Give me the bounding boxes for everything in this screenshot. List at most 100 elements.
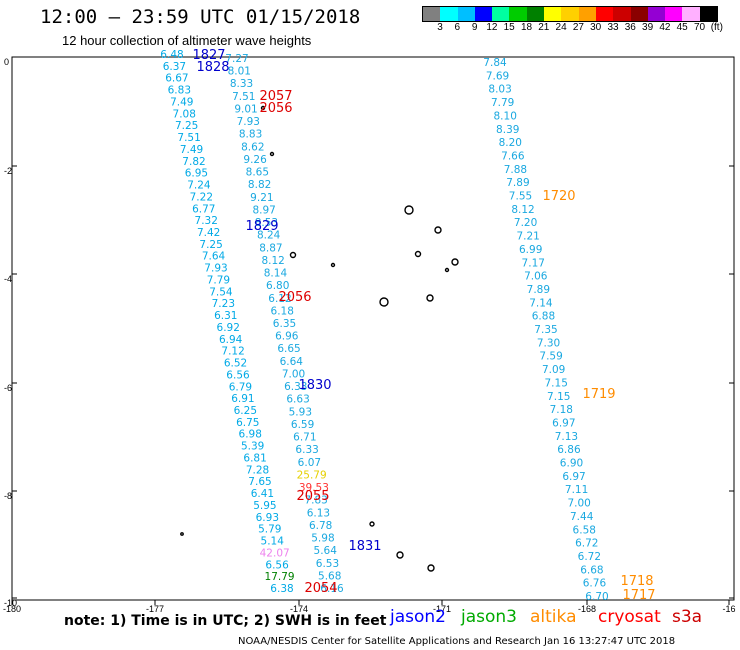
- swh-value: 6.97: [562, 471, 585, 483]
- swh-value: 7.89: [527, 284, 550, 296]
- footnote: note: 1) Time is in UTC; 2) SWH is in fe…: [64, 613, 387, 629]
- scale-tick-label: 24: [555, 22, 567, 33]
- island-outline: [434, 226, 442, 234]
- island-outline: [426, 294, 434, 302]
- legend-s3a: s3a: [672, 607, 703, 627]
- swh-value: 8.97: [252, 204, 275, 216]
- swh-value: 6.70: [585, 591, 608, 603]
- scale-tick-label: 70: [693, 22, 706, 33]
- swh-value: 7.49: [180, 144, 203, 156]
- swh-value: 6.53: [316, 558, 339, 570]
- swh-value: 7.20: [514, 217, 537, 229]
- swh-value: 6.76: [583, 578, 607, 590]
- swh-value: 6.90: [560, 458, 583, 470]
- lon-tick-label: -16: [722, 604, 735, 614]
- time-label: 2056: [259, 101, 292, 116]
- time-label: 1827: [192, 48, 225, 63]
- swh-value: 7.17: [522, 257, 545, 269]
- swh-value: 7.30: [537, 337, 560, 349]
- swh-value: 8.14: [264, 268, 288, 280]
- scale-swatch: [561, 7, 579, 21]
- scale-swatch: [665, 7, 683, 21]
- scale-swatch: [440, 7, 458, 21]
- time-label: 2054: [304, 581, 337, 596]
- swh-value: 5.68: [318, 570, 341, 582]
- lon-tick-label: -177: [146, 604, 164, 614]
- island-outline: [260, 105, 266, 111]
- swh-value: 7.27: [225, 53, 248, 65]
- map-subtitle: 12 hour collection of altimeter wave hei…: [62, 33, 312, 48]
- scale-tick-label: 33: [607, 22, 619, 33]
- legend-cryosat: cryosat: [598, 607, 661, 627]
- lat-tick-label: -10: [4, 598, 17, 608]
- swh-value: 6.25: [234, 405, 257, 417]
- island-outline: [444, 267, 450, 273]
- swh-value: 42.07: [260, 547, 290, 559]
- swh-value: 7.14: [529, 297, 553, 309]
- swh-value: 25.79: [297, 469, 327, 481]
- swh-value: 7.59: [539, 351, 562, 363]
- swh-value: 7.88: [504, 164, 527, 176]
- swh-value: 7.66: [501, 150, 525, 162]
- swh-value: 7.15: [547, 391, 570, 403]
- swh-value: 6.72: [575, 538, 598, 550]
- swh-value: 6.99: [519, 244, 542, 256]
- swh-value: 6.94: [219, 334, 243, 346]
- swh-value: 6.71: [293, 432, 316, 444]
- lon-tick-label: -168: [578, 604, 596, 614]
- island-outline: [414, 250, 422, 258]
- swh-value: 6.98: [239, 429, 262, 441]
- swh-value: 7.93: [204, 263, 227, 275]
- swh-value: 6.81: [243, 452, 266, 464]
- swh-value: 8.01: [228, 66, 251, 78]
- color-scale-bar: [422, 6, 719, 22]
- swh-value: 6.18: [271, 305, 294, 317]
- time-label: 2057: [259, 89, 292, 104]
- swh-value: 8.20: [499, 137, 522, 149]
- legend-jason3: jason3: [461, 607, 517, 627]
- swh-value: 6.68: [580, 564, 603, 576]
- swh-value: 7.11: [565, 484, 588, 496]
- swh-value: 7.51: [177, 132, 200, 144]
- swh-value: 6.77: [192, 203, 215, 215]
- swh-value: 6.86: [557, 444, 581, 456]
- scale-swatch: [595, 7, 614, 21]
- swh-value: 7.25: [199, 239, 222, 251]
- scale-tick-label: 12: [486, 22, 498, 33]
- swh-value: 6.63: [286, 394, 309, 406]
- swh-value: 8.39: [496, 124, 519, 136]
- swh-value: 8.03: [488, 84, 511, 96]
- swh-value: 6.67: [165, 73, 188, 85]
- altimeter-tracks: 6.486.376.676.837.497.087.257.517.497.82…: [160, 49, 608, 603]
- time-label: 1828: [196, 60, 229, 75]
- swh-value: 6.59: [291, 419, 314, 431]
- time-label: 1719: [582, 387, 615, 402]
- swh-value: 6.12: [268, 293, 291, 305]
- swh-value: 39.53: [299, 482, 329, 494]
- swh-value: 6.95: [185, 168, 208, 180]
- scale-tick-label: 36: [624, 22, 636, 33]
- swh-value: 7.93: [237, 116, 260, 128]
- swh-value: 6.72: [578, 551, 601, 563]
- swh-value: 7.18: [550, 404, 573, 416]
- swh-value: 6.16: [320, 583, 344, 595]
- swh-value: 6.58: [573, 524, 596, 536]
- swh-value: 8.65: [246, 167, 269, 179]
- swh-value: 7.54: [209, 286, 233, 298]
- scale-swatch: [630, 7, 648, 21]
- scale-swatch: [423, 7, 441, 21]
- map-frame: [11, 56, 735, 601]
- scale-tick-label: 21: [538, 22, 550, 33]
- swh-value: 7.83: [304, 495, 327, 507]
- island-outline: [369, 521, 375, 527]
- island-outline: [379, 297, 389, 307]
- scale-swatch: [647, 7, 666, 21]
- swh-value: 7.69: [486, 70, 509, 82]
- scale-tick-label: 39: [642, 22, 654, 33]
- axis-ticks: -180 -177 -174 -171 -168 -16 0 -2 -4 -6 -8 -10: [3, 56, 736, 614]
- time-label: 1718: [620, 574, 653, 589]
- lat-tick-label: -8: [4, 491, 12, 501]
- swh-value: 6.48: [160, 49, 183, 61]
- swh-value: 6.96: [275, 331, 299, 343]
